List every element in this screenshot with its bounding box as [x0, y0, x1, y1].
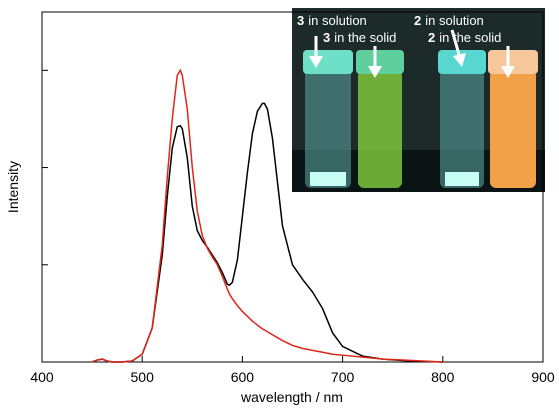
inset-photo [292, 8, 545, 192]
annotation-number: 3 [297, 13, 304, 28]
plot-frame [41, 11, 544, 363]
x-tick-label: 500 [131, 369, 155, 385]
annotation-text: in solution [308, 13, 367, 28]
spectrum-line [91, 68, 443, 363]
vial [358, 70, 402, 188]
vial-cap [488, 50, 538, 74]
annotation: 3 in the solid [323, 30, 396, 45]
vial-cap [303, 50, 353, 74]
annotation: 2 in solution [414, 13, 484, 28]
x-axis-label: wavelength / nm [240, 389, 343, 405]
x-tick-label: 400 [30, 369, 54, 385]
annotation-text: in the solid [334, 30, 396, 45]
vial [490, 70, 536, 188]
annotation-text: in solution [425, 13, 484, 28]
annotation-number: 3 [323, 30, 330, 45]
annotation: 3 in solution [297, 13, 367, 28]
x-tick-label: 600 [231, 369, 255, 385]
vial [440, 70, 484, 188]
annotation-number: 2 [414, 13, 421, 28]
vial-cap [356, 50, 404, 74]
x-tick-label: 900 [531, 369, 555, 385]
annotation-text: in the solid [439, 30, 501, 45]
y-axis-label: Intensity [5, 161, 21, 213]
vial-glow [445, 172, 479, 186]
annotation: 2 in the solid [428, 30, 501, 45]
annotation-number: 2 [428, 30, 435, 45]
vial [305, 70, 351, 188]
x-tick-label: 800 [431, 369, 455, 385]
vial-glow [310, 172, 346, 186]
x-tick-label: 700 [331, 369, 355, 385]
arrows [309, 29, 515, 78]
